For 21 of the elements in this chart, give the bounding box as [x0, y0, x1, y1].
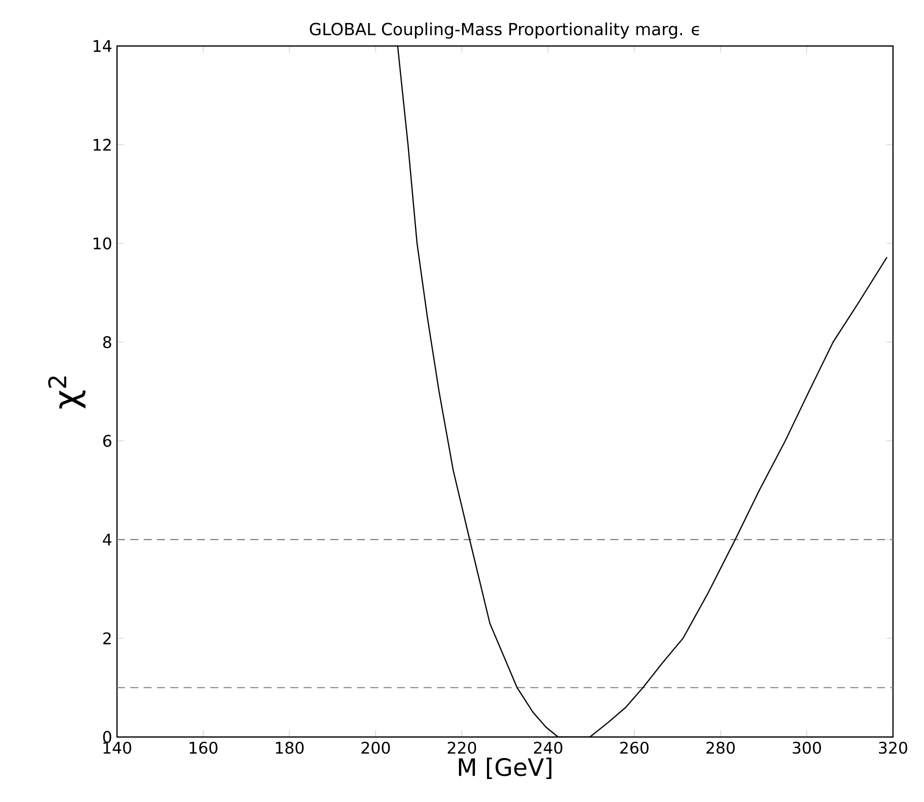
chart-title: GLOBAL Coupling-Mass Proportionality marg. ϵ [310, 22, 699, 39]
x-tick-label: 220 [448, 742, 476, 754]
x-tick-label: 320 [878, 742, 908, 754]
x-tick-label: 260 [620, 742, 649, 754]
x-tick-label: 200 [362, 742, 390, 754]
x-tick-label: 240 [534, 742, 562, 754]
y-tick-label: 12 [94, 138, 111, 151]
y-tick-label: 10 [94, 237, 112, 250]
x-tick-label: 140 [103, 742, 132, 754]
x-tick-label: 280 [706, 742, 735, 754]
y-axis-title: χ$^{2}$ [48, 376, 86, 409]
x-tick-label: 300 [792, 742, 821, 754]
x-tick-label: 180 [276, 742, 304, 754]
x-tick-label: 160 [190, 742, 218, 754]
y-tick-label: 0 [103, 730, 112, 744]
y-tick-label: 14 [94, 40, 112, 52]
y-tick-label: 8 [103, 336, 112, 348]
y-tick-label: 2 [103, 632, 111, 644]
y-tick-label: 6 [103, 434, 112, 447]
x-axis-title: M [GeV] [458, 758, 552, 780]
y-tick-label: 4 [102, 534, 112, 546]
